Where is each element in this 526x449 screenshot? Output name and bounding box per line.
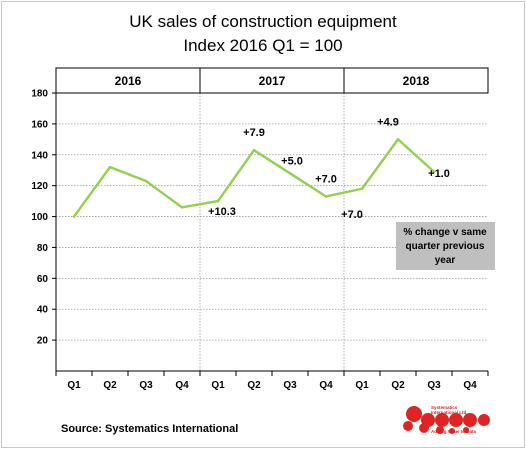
x-tick-label-q2: Q2 [247, 380, 261, 391]
data-labels: +10.3 +7.9 +5.0 +7.0 +7.0 +4.9 +1.0 [208, 116, 450, 220]
data-label: +7.0 [315, 173, 337, 185]
logo-dot [478, 414, 490, 426]
data-point [288, 172, 292, 175]
data-point [432, 170, 436, 174]
data-point [180, 205, 184, 209]
data-label: +10.3 [208, 206, 236, 218]
x-tick-label-q4: Q4 [175, 380, 189, 391]
chart-title: UK sales of construction equipment [129, 12, 397, 31]
note-box: % change v same quarter previous year [396, 222, 495, 270]
source-text: Source: Systematics International [61, 423, 238, 435]
year-label-2017: 2017 [259, 74, 286, 88]
x-tick-label-q3: Q3 [283, 380, 297, 391]
data-point [396, 138, 400, 141]
data-label: +7.9 [243, 127, 265, 139]
x-tick-label-q4: Q4 [463, 380, 477, 391]
data-point [72, 215, 76, 218]
note-line-3: year [435, 255, 456, 266]
y-tick-label: 180 [31, 89, 48, 100]
data-point [216, 199, 220, 203]
y-tick-label: 120 [31, 181, 48, 192]
y-tick-label: 60 [37, 274, 49, 285]
year-band: 2016 2017 2018 [55, 67, 489, 94]
logo-dot [436, 426, 444, 434]
data-label: +4.9 [377, 116, 399, 128]
x-tick-label-q2: Q2 [391, 380, 405, 391]
data-point [360, 187, 364, 191]
data-label: +1.0 [428, 168, 450, 180]
data-label: +7.0 [341, 209, 363, 221]
data-point [252, 148, 256, 152]
logo-tagline: Adding Value to Data [431, 429, 477, 434]
note-line-1: % change v same [403, 227, 487, 238]
logo-dot [403, 421, 413, 431]
series-layer [72, 138, 436, 218]
logo-dot [463, 427, 469, 433]
chart-subtitle: Index 2016 Q1 = 100 [183, 36, 342, 55]
y-tick-label: 140 [31, 150, 48, 161]
logo-dot [419, 423, 429, 433]
data-point [108, 165, 112, 169]
logo-dot [435, 413, 449, 427]
logo-company: International Ltd. [431, 410, 468, 415]
x-tick-label-q4: Q4 [319, 380, 333, 391]
x-tick-label-q3: Q3 [427, 380, 441, 391]
y-tick-label: 100 [31, 212, 48, 223]
year-band-box [55, 67, 489, 94]
note-line-2: quarter previous [406, 241, 485, 252]
y-tick-label: 160 [31, 119, 48, 130]
note-box-background [396, 222, 495, 270]
logo-dot [406, 406, 422, 422]
y-tick-label: 80 [37, 243, 49, 254]
x-tick-label-q2: Q2 [103, 380, 117, 391]
logo-dots [403, 406, 490, 434]
x-tick-label-q1: Q1 [355, 380, 369, 391]
y-tick-label: 20 [37, 336, 49, 347]
logo-dot [449, 428, 455, 434]
logo-name: Systematics [431, 405, 458, 410]
data-label: +5.0 [281, 155, 303, 167]
systematics-logo: Systematics International Ltd. Adding Va… [403, 405, 490, 434]
x-tick-label-q3: Q3 [139, 380, 153, 391]
x-tick-label-q1: Q1 [211, 380, 225, 391]
data-point [144, 179, 148, 183]
data-point [324, 195, 328, 198]
logo-dot [449, 413, 463, 427]
x-tick-label-q1: Q1 [67, 380, 81, 391]
logo-dot [463, 413, 477, 427]
year-label-2018: 2018 [403, 74, 430, 88]
axes: 20 40 60 80 100 120 140 160 180 Q1 Q2 Q3 Q4 Q1 Q2 Q3 Q4 Q… [31, 89, 489, 391]
year-label-2016: 2016 [115, 74, 142, 88]
y-tick-label: 40 [37, 305, 49, 316]
